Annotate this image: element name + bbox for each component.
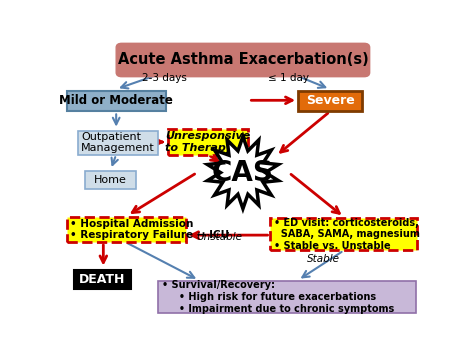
FancyBboxPatch shape <box>78 131 158 155</box>
Text: • Survival/Recovery:
     • High risk for future exacerbations
     • Impairment: • Survival/Recovery: • High risk for fut… <box>162 280 394 314</box>
FancyBboxPatch shape <box>116 43 370 77</box>
Text: Unstable: Unstable <box>196 231 242 242</box>
Text: DEATH: DEATH <box>79 273 126 286</box>
Text: 2-3 days: 2-3 days <box>142 73 186 83</box>
Text: ≤ 1 day: ≤ 1 day <box>268 73 310 83</box>
FancyBboxPatch shape <box>85 171 137 189</box>
FancyBboxPatch shape <box>66 217 186 242</box>
Text: Home: Home <box>94 175 127 185</box>
Text: Outpatient
Management: Outpatient Management <box>81 132 155 153</box>
Text: Acute Asthma Exacerbation(s): Acute Asthma Exacerbation(s) <box>118 52 368 68</box>
Text: Severe: Severe <box>306 95 355 108</box>
FancyBboxPatch shape <box>158 281 416 313</box>
Text: CAS: CAS <box>212 158 274 187</box>
FancyBboxPatch shape <box>298 91 362 112</box>
FancyBboxPatch shape <box>74 270 131 289</box>
Text: • ED visit: corticosteroids,
  SABA, SAMA, magnesium
• Stable vs. Unstable: • ED visit: corticosteroids, SABA, SAMA,… <box>274 218 420 251</box>
FancyBboxPatch shape <box>168 130 248 155</box>
Polygon shape <box>208 136 278 209</box>
Text: Mild or Moderate: Mild or Moderate <box>59 95 173 108</box>
Text: Unresponsive
to Therapy: Unresponsive to Therapy <box>165 131 251 153</box>
FancyBboxPatch shape <box>66 91 166 112</box>
Text: Stable: Stable <box>307 254 340 264</box>
FancyBboxPatch shape <box>271 218 418 251</box>
Text: • Hospital Admission
• Respiratory Failure → ICU: • Hospital Admission • Respiratory Failu… <box>70 219 229 240</box>
